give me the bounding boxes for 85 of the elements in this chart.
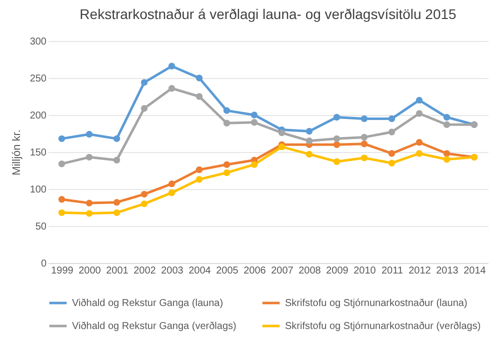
point: [140, 190, 148, 198]
x-tick-label: 2006: [244, 266, 266, 276]
x-tick-label: 2002: [134, 266, 156, 276]
point: [250, 161, 258, 168]
x-tick-label: 2003: [161, 266, 184, 276]
x-tick-label: 2005: [216, 266, 239, 276]
point: [360, 140, 368, 148]
x-tick-label: 2009: [326, 266, 349, 276]
y-tick-label: 200: [30, 110, 47, 122]
point: [443, 121, 450, 128]
point: [250, 119, 258, 126]
point: [416, 110, 423, 117]
point: [113, 198, 120, 206]
x-tick-label: 2010: [354, 266, 376, 276]
point: [443, 150, 450, 157]
point: [196, 166, 203, 174]
point: [168, 62, 176, 70]
y-tick-label: 0: [40, 258, 47, 270]
x-tick-label: 2001: [106, 266, 129, 276]
legend-label: Viðhald og Rekstur Ganga (launa): [72, 298, 224, 309]
point: [140, 104, 148, 112]
point: [86, 210, 93, 217]
y-tick-label: 100: [30, 184, 47, 196]
x-tick-label: 2007: [271, 266, 294, 276]
point: [333, 135, 340, 142]
point: [360, 134, 368, 141]
x-tick-label: 2013: [436, 266, 459, 276]
point: [360, 154, 368, 162]
point: [140, 200, 148, 208]
legend-label: Skrifstofu og Stjórnunarkostnaður (verðlags): [285, 321, 481, 332]
point: [388, 160, 396, 166]
point: [443, 156, 450, 163]
chart-title: Rekstrarkostnaður á verðlagi launa- og verðlagsvísitölu 2015: [80, 6, 457, 22]
point: [113, 135, 120, 142]
point: [223, 161, 230, 168]
point: [86, 154, 93, 161]
point: [58, 135, 66, 142]
point: [86, 130, 93, 138]
point: [196, 74, 203, 82]
point: [168, 189, 176, 196]
point: [306, 128, 313, 135]
y-tick-label: 50: [35, 222, 47, 232]
point: [278, 143, 286, 150]
point: [86, 200, 93, 206]
point: [113, 156, 120, 164]
point: [333, 114, 340, 121]
point: [168, 85, 176, 92]
x-tick-label: 2004: [188, 266, 212, 276]
point: [388, 115, 396, 122]
point: [388, 150, 396, 157]
point: [113, 209, 120, 216]
point: [416, 96, 423, 104]
point: [168, 180, 176, 188]
x-tick-label: 2014: [464, 266, 486, 276]
point: [196, 176, 203, 183]
point: [360, 115, 368, 122]
legend-label: Skrifstofu og Stjórnunarkostnaður (launa): [285, 298, 468, 309]
point: [443, 114, 450, 121]
x-tick-label: 2011: [381, 266, 404, 276]
point: [223, 120, 230, 126]
point: [223, 107, 230, 114]
x-tick-label: 2000: [78, 266, 102, 276]
point: [58, 160, 66, 168]
point: [333, 141, 340, 148]
legend-label: Viðhald og Rekstur Ganga (verðlags): [72, 321, 236, 332]
point: [333, 158, 340, 165]
point: [250, 112, 258, 118]
y-tick-label: 150: [30, 148, 47, 158]
y-tick-label: 300: [30, 36, 47, 48]
point: [58, 196, 66, 203]
y-tick-label: 250: [30, 74, 47, 84]
point: [140, 79, 148, 86]
point: [306, 138, 313, 144]
point: [388, 128, 396, 136]
point: [58, 209, 66, 216]
x-tick-label: 1999: [51, 266, 74, 276]
point: [196, 93, 203, 100]
x-tick-label: 2008: [298, 266, 322, 276]
point: [223, 169, 230, 176]
point: [416, 150, 423, 157]
y-axis-title: Milljón kr.: [10, 130, 23, 176]
point: [416, 139, 423, 146]
point: [278, 129, 286, 136]
x-tick-label: 2012: [408, 266, 432, 276]
point: [306, 150, 313, 158]
